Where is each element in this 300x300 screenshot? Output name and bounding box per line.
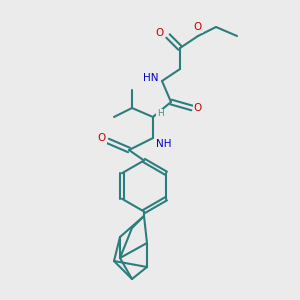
- Text: NH: NH: [156, 139, 172, 149]
- Text: O: O: [194, 22, 202, 32]
- Text: O: O: [194, 103, 202, 113]
- Text: HN: HN: [143, 73, 159, 83]
- Text: H: H: [157, 110, 164, 118]
- Text: O: O: [98, 133, 106, 143]
- Text: O: O: [155, 28, 163, 38]
